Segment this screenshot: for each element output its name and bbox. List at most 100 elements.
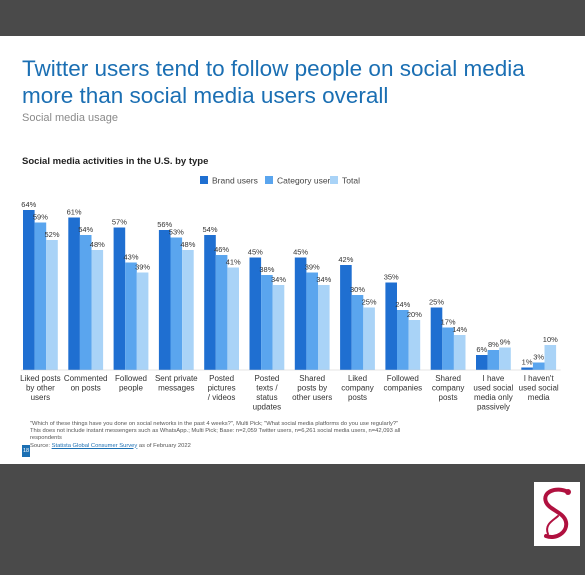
category-label: Sent private messages (155, 374, 198, 393)
category-label-line: Shared (435, 374, 461, 383)
bar-value-label: 38% (259, 265, 274, 274)
bar-value-label: 24% (395, 300, 410, 309)
bar (318, 285, 330, 370)
category-label: Shared posts by other users (292, 374, 332, 402)
category-label-line: Sent private (155, 374, 198, 383)
category-label-line: status (256, 393, 277, 402)
category-label-line: I haven't (524, 374, 555, 383)
category-label-line: used social (519, 384, 559, 393)
category-label-line: Liked posts (20, 374, 60, 383)
footnote-line-3: respondents (30, 435, 62, 442)
bar-value-label: 54% (202, 225, 217, 234)
bar (351, 295, 364, 370)
category-label-line: users (31, 393, 51, 402)
source-prefix: Source: (30, 442, 52, 449)
category-label-line: passively (477, 403, 510, 412)
category-label-line: used social (473, 384, 513, 393)
bar (397, 310, 409, 370)
bar (79, 235, 92, 370)
bar-value-label: 48% (180, 240, 195, 249)
bar-value-label: 34% (271, 275, 286, 284)
category-label-line: posts (439, 393, 458, 402)
legend-swatch-0 (200, 176, 208, 184)
category-label: Shared company posts (432, 374, 464, 402)
bar (68, 217, 80, 370)
bar (170, 237, 183, 370)
bar (476, 355, 488, 370)
bar (34, 222, 47, 370)
bar-value-label: 39% (135, 263, 150, 272)
bar-value-label: 9% (500, 338, 511, 347)
category-label: I have used social media only passively (473, 374, 513, 412)
bar (521, 367, 533, 370)
bar-value-label: 54% (78, 225, 93, 234)
legend-label-1: Category users (277, 176, 335, 186)
source-link[interactable]: Statista Global Consumer Survey (51, 442, 138, 449)
bar-value-label: 25% (362, 298, 377, 307)
legend-swatch-1 (265, 176, 273, 184)
category-label-line: media only (474, 393, 513, 402)
bar (91, 250, 104, 370)
bar-value-label: 41% (226, 258, 241, 267)
bar-value-label: 10% (543, 335, 558, 344)
bar-value-label: 64% (21, 200, 36, 209)
bar-value-label: 59% (33, 213, 48, 222)
bar (487, 350, 500, 370)
category-label-line: by other (26, 384, 55, 393)
bar-value-label: 45% (293, 248, 308, 257)
category-label-line: Posted (254, 374, 279, 383)
slide: Twitter users tend to follow people on s… (0, 36, 585, 464)
category-label: Commented on posts (64, 374, 108, 393)
bar-value-label: 61% (67, 208, 82, 217)
category-label-line: Followed (115, 374, 147, 383)
bar-value-label: 8% (488, 340, 499, 349)
category-label-line: Liked (348, 374, 367, 383)
bar (453, 335, 466, 370)
category-label-line: updates (253, 403, 281, 412)
category-label-line: I have (483, 374, 505, 383)
bar (158, 230, 171, 370)
title-line-1: Twitter users tend to follow people on s… (22, 56, 525, 81)
bar-value-label: 48% (90, 240, 105, 249)
legend-swatch-2 (330, 176, 338, 184)
bar (408, 320, 421, 370)
bar-value-label: 53% (169, 228, 184, 237)
bar (363, 307, 375, 370)
bar-value-label: 34% (316, 275, 331, 284)
category-label-line: companies (383, 384, 422, 393)
legend-label-0: Brand users (212, 176, 258, 186)
bar (204, 235, 216, 370)
bar-value-label: 14% (452, 325, 467, 334)
bar (306, 272, 318, 370)
bar (249, 257, 262, 370)
category-label-line: media (528, 393, 550, 402)
bar (442, 327, 454, 370)
category-label: Followed people (115, 374, 147, 393)
category-label-line: company (341, 384, 373, 393)
bar (113, 227, 126, 370)
bar-value-label: 20% (407, 310, 422, 319)
bar-value-label: 43% (123, 253, 138, 262)
brand-logo (534, 482, 580, 546)
bar-chart: Brand users Category users Total 64% 59% 52% L… (20, 176, 561, 412)
bar-value-label: 45% (248, 248, 263, 257)
page-number: 18 (22, 445, 30, 457)
chart-title: Social media activities in the U.S. by t… (22, 156, 209, 167)
bar-value-label: 52% (44, 230, 59, 239)
bar (23, 210, 35, 370)
bar (136, 272, 149, 370)
script-s-logo-icon (543, 487, 571, 539)
category-label-line: company (432, 384, 464, 393)
bar-value-label: 6% (476, 345, 487, 354)
category-label-line: Posted (209, 374, 234, 383)
bar (182, 250, 194, 370)
category-label: I haven't used social media (519, 374, 559, 402)
category-label-line: Followed (387, 374, 419, 383)
bar (272, 285, 285, 370)
slide-title: Twitter users tend to follow people on s… (22, 55, 567, 109)
legend-label-2: Total (342, 176, 360, 186)
bar (215, 255, 228, 370)
category-label: Posted pictures / videos (208, 374, 236, 402)
bar-value-label: 56% (157, 220, 172, 229)
category-label-line: pictures (208, 384, 236, 393)
